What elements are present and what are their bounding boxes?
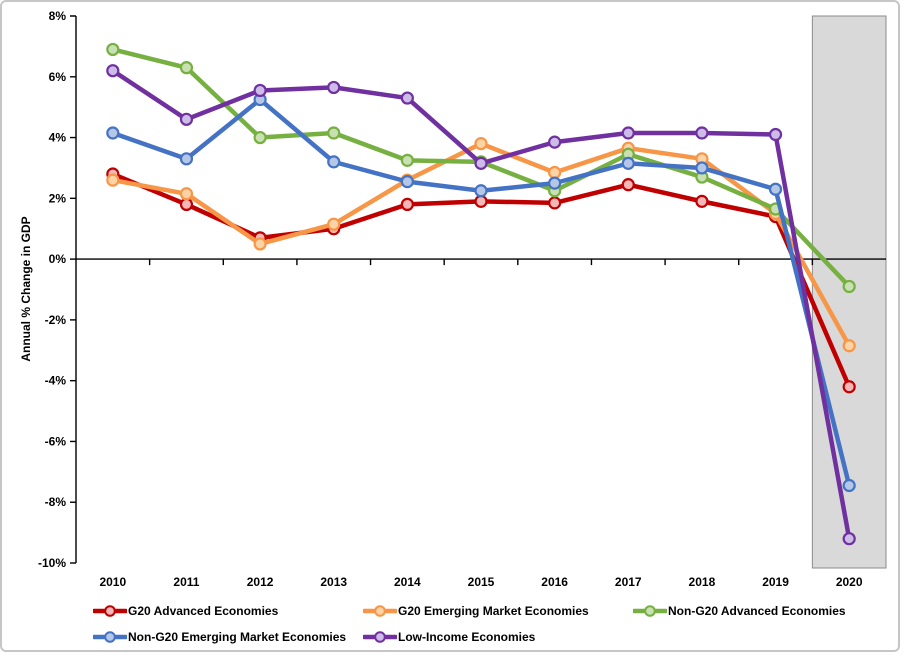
- legend-marker-icon: [633, 605, 667, 617]
- data-point-marker: [179, 187, 194, 201]
- data-point-marker: [768, 127, 783, 142]
- legend-marker-icon: [363, 605, 397, 617]
- x-tick-label: 2019: [762, 575, 789, 589]
- data-point-marker: [327, 80, 341, 95]
- data-point-marker: [768, 182, 783, 196]
- data-point-marker: [842, 339, 856, 353]
- y-tick-label: 8%: [49, 9, 67, 23]
- data-point-marker: [400, 153, 414, 167]
- x-tick-label: 2020: [836, 575, 863, 589]
- legend-item-g20-advanced-economies: G20 Advanced Economies: [93, 604, 363, 618]
- data-point-marker: [695, 161, 709, 175]
- data-point-marker: [179, 197, 194, 212]
- legend-label: Non-G20 Emerging Market Economies: [128, 630, 347, 644]
- data-point-marker: [400, 197, 414, 212]
- y-tick-label: -6%: [45, 434, 67, 448]
- x-tick-label: 2015: [468, 575, 495, 589]
- legend-item-non-g20-advanced-economies: Non-G20 Advanced Economies: [633, 604, 893, 618]
- data-point-marker: [106, 126, 120, 140]
- data-point-marker: [253, 237, 267, 251]
- x-tick-label: 2011: [173, 575, 199, 589]
- y-tick-label: -4%: [45, 374, 67, 388]
- data-point-marker: [106, 173, 120, 187]
- x-tick-label: 2014: [394, 575, 421, 589]
- data-point-marker: [842, 478, 856, 493]
- y-tick-label: 6%: [49, 70, 67, 84]
- data-point-marker: [327, 155, 341, 169]
- data-point-marker: [253, 130, 267, 145]
- y-tick-label: 0%: [49, 252, 67, 266]
- data-point-marker: [327, 217, 341, 231]
- x-tick-label: 2012: [247, 575, 274, 589]
- data-point-marker: [621, 156, 635, 170]
- y-tick-label: -10%: [38, 556, 66, 570]
- data-point-marker: [842, 380, 856, 394]
- legend-marker-icon: [363, 631, 397, 643]
- x-tick-label: 2017: [615, 575, 642, 589]
- data-point-marker: [179, 112, 194, 126]
- series-non-g20-emerging-market-economies: [106, 92, 856, 493]
- legend-item-non-g20-emerging-market-economies: Non-G20 Emerging Market Economies: [93, 630, 363, 644]
- data-point-marker: [474, 194, 488, 208]
- data-point-marker: [474, 156, 488, 170]
- data-point-marker: [695, 126, 709, 140]
- x-tick-label: 2013: [320, 575, 347, 589]
- data-point-marker: [548, 165, 562, 180]
- legend-label: Non-G20 Advanced Economies: [668, 604, 846, 618]
- data-point-marker: [621, 126, 635, 140]
- legend-item-low-income-economies: Low-Income Economies: [363, 630, 633, 644]
- legend-marker-icon: [93, 605, 127, 617]
- data-point-marker: [842, 532, 856, 546]
- data-point-marker: [695, 194, 709, 208]
- legend-label: G20 Emerging Market Economies: [398, 604, 589, 618]
- y-axis-title: Annual % Change in GDP: [19, 216, 33, 362]
- data-point-marker: [548, 176, 562, 190]
- data-point-marker: [548, 196, 562, 210]
- data-point-marker: [179, 152, 194, 166]
- data-point-marker: [179, 61, 194, 75]
- y-tick-label: -2%: [45, 313, 67, 327]
- legend-item-g20-emerging-market-economies: G20 Emerging Market Economies: [363, 604, 633, 618]
- data-point-marker: [842, 279, 856, 294]
- data-point-marker: [474, 184, 488, 198]
- series-low-income-economies: [106, 64, 856, 546]
- series-g20-emerging-market-economies: [106, 137, 856, 353]
- data-point-marker: [327, 126, 341, 140]
- data-point-marker: [106, 42, 120, 57]
- x-tick-label: 2018: [689, 575, 716, 589]
- y-tick-label: 4%: [49, 131, 67, 145]
- data-point-marker: [400, 91, 414, 105]
- data-point-marker: [474, 137, 488, 151]
- legend-marker-icon: [93, 631, 127, 643]
- data-point-marker: [621, 178, 635, 192]
- data-point-marker: [106, 64, 120, 78]
- x-tick-label: 2016: [541, 575, 568, 589]
- series-line: [110, 141, 852, 348]
- legend: G20 Advanced Economies G20 Emerging Marke…: [93, 598, 893, 650]
- data-point-marker: [548, 135, 562, 149]
- legend-label: G20 Advanced Economies: [128, 604, 279, 618]
- data-point-marker: [253, 83, 267, 98]
- legend-label: Low-Income Economies: [398, 630, 536, 644]
- data-point-marker: [400, 175, 414, 189]
- y-tick-label: 2%: [49, 191, 67, 205]
- y-tick-label: -8%: [45, 495, 67, 509]
- x-tick-label: 2010: [99, 575, 126, 589]
- series-g20-advanced-economies: [106, 167, 856, 394]
